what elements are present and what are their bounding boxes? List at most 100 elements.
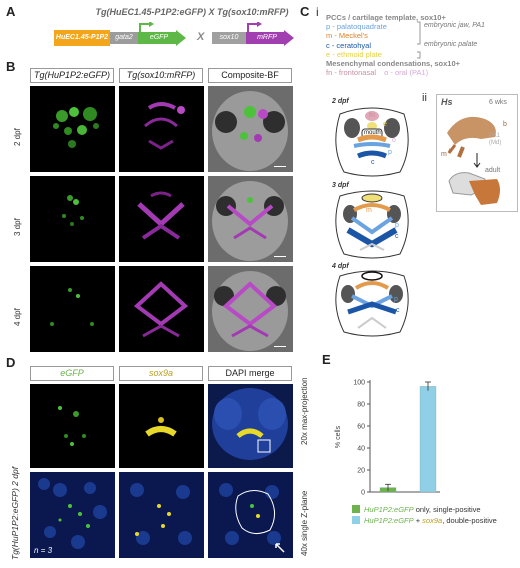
y-tick-label: 40 xyxy=(357,446,365,453)
schem-3dpf-c: c xyxy=(395,233,399,240)
schem-3dpf-p: p xyxy=(395,222,399,229)
gata2-promoter-box: gata2 xyxy=(110,32,138,44)
sox10-promoter-box: sox10 xyxy=(212,32,246,44)
image-d-dapi-40x xyxy=(208,472,293,558)
construct-1: HuEC1.45-P1P2 gata2 eGFP xyxy=(54,22,188,46)
legend-single-suffix: only, single-positive xyxy=(413,505,481,514)
legend-o: o - oral (PA1) xyxy=(384,68,429,78)
label-20x: 20x max-projection xyxy=(300,377,309,445)
legend-entry-single: HuP1P2:eGFP only, single-positive xyxy=(352,504,518,515)
col-head-composite: Composite-BF xyxy=(208,68,292,83)
schem-c: c xyxy=(371,159,375,166)
egfp-label: eGFP xyxy=(149,34,169,41)
schem-o: o xyxy=(392,137,396,144)
panel-c-legend: PCCs / cartilage template, sox10+ p - pa… xyxy=(326,13,516,77)
panel-label-a: A xyxy=(6,4,16,19)
schematic-3dpf xyxy=(335,190,409,259)
col-head-dapi: DAPI merge xyxy=(208,366,292,381)
schem-3dpf-m: m xyxy=(366,207,372,214)
scale-bar xyxy=(274,166,286,167)
hs-m: m xyxy=(441,151,447,158)
stage-3dpf: 3 dpf xyxy=(332,182,349,189)
hs-adult: adult xyxy=(485,167,501,174)
col-head-rfp: Tg(sox10:mRFP) xyxy=(119,68,203,83)
mrfp-arrow-icon xyxy=(246,22,294,46)
bar-chart: 0 20 40 60 80 100 % cells xyxy=(335,380,440,497)
image-composite-2dpf xyxy=(208,86,293,172)
legend-row-fn-o: fn - frontonasal o - oral (PA1) xyxy=(326,68,516,77)
legend-swatch-green xyxy=(352,505,360,513)
stage-4dpf: 4 dpf xyxy=(332,263,349,270)
scale-bar xyxy=(274,346,286,347)
y-tick-label: 20 xyxy=(357,468,365,475)
image-gfp-4dpf xyxy=(30,266,115,352)
row-label-2dpf: 2 dpf xyxy=(13,128,22,146)
legend-heading-1: PCCs / cartilage template, sox10+ xyxy=(326,13,446,22)
legend-p: p - palatoquadrate xyxy=(326,22,387,32)
image-composite-3dpf xyxy=(208,176,293,262)
schem-e: e xyxy=(383,121,387,128)
hs-b: b xyxy=(503,121,507,128)
schem-fn: fn xyxy=(369,112,375,119)
legend-heading-2: Mesenchymal condensations, sox10+ xyxy=(326,59,461,69)
legend-double-prefix: HuP1P2:eGFP xyxy=(364,516,414,525)
legend-double-suffix: , double-positive xyxy=(442,516,497,525)
legend-fn: fn - frontonasal xyxy=(326,68,377,78)
panel-label-c: C xyxy=(300,4,310,19)
y-axis-label: % cells xyxy=(335,425,342,448)
image-d-sox9a-40x xyxy=(119,472,204,558)
legend-m: m - Meckel's xyxy=(326,31,368,41)
y-tick-label: 0 xyxy=(361,490,365,497)
col-head-gfp: Tg(HuP1P2:eGFP) xyxy=(30,68,114,83)
hs-age: 6 wks xyxy=(489,99,507,106)
panel-d-row-label: Tg(HuP1P2:eGFP) 2 dpf xyxy=(10,466,20,560)
legend-c: c - ceratohyal xyxy=(326,40,372,50)
panel-label-e: E xyxy=(322,352,331,367)
hs-md: (Md) xyxy=(489,140,502,146)
egfp-arrow-icon xyxy=(138,22,186,46)
construct-2: sox10 mRFP xyxy=(212,22,298,46)
image-composite-4dpf xyxy=(208,266,293,352)
schem-mouth: mouth xyxy=(364,130,381,136)
image-d-egfp-20x xyxy=(30,384,115,468)
bar-1 xyxy=(419,386,437,493)
panel-label-b: B xyxy=(6,59,16,74)
legend-entry-double: HuP1P2:eGFP + sox9a, double-positive xyxy=(352,515,518,526)
bracket-icon xyxy=(417,21,421,59)
schem-4dpf-c: c xyxy=(396,307,400,314)
enhancer-box: HuEC1.45-P1P2 xyxy=(54,30,110,46)
panel-label-d: D xyxy=(6,355,16,370)
label-40x: 40x single Z-plane xyxy=(300,490,309,556)
legend-swatch-blue xyxy=(352,516,360,524)
image-d-sox9a-20x xyxy=(119,384,204,468)
sub-label-i: i xyxy=(316,5,319,19)
cross-symbol: X xyxy=(197,31,205,43)
chart-legend: HuP1P2:eGFP only, single-positive HuP1P2… xyxy=(352,504,518,526)
col-head-egfp: eGFP xyxy=(30,366,114,381)
legend-e: e - ethmoid plate xyxy=(326,49,382,59)
image-d-egfp-40x: n = 3 xyxy=(30,472,115,558)
bracket-label-jaw: embryonic jaw, PA1 xyxy=(424,22,485,29)
legend-double-mid: + xyxy=(413,516,423,525)
schem-p: p xyxy=(388,149,392,156)
y-tick-label: 80 xyxy=(357,402,365,409)
row-label-3dpf: 3 dpf xyxy=(13,218,22,236)
schematic-2dpf xyxy=(335,107,409,177)
sub-label-ii: ii xyxy=(422,92,427,104)
bracket-label-palate: embryonic palate xyxy=(424,41,478,48)
human-jaw-box: Hs 6 wks b m PA1 (Md) adult xyxy=(436,94,518,212)
hs-label: Hs xyxy=(441,97,453,107)
image-d-dapi-20x xyxy=(208,384,293,468)
schematic-4dpf xyxy=(335,270,409,337)
image-gfp-2dpf xyxy=(30,86,115,172)
panel-a-title: Tg(HuEC1.45-P1P2:eGFP) X Tg(sox10:mRFP) xyxy=(95,7,289,17)
legend-single-prefix: HuP1P2:eGFP xyxy=(364,505,414,514)
y-tick-label: 100 xyxy=(353,380,365,387)
image-rfp-4dpf xyxy=(119,266,204,352)
scale-bar xyxy=(274,256,286,257)
y-tick-label: 60 xyxy=(357,424,365,431)
stage-2dpf: 2 dpf xyxy=(332,98,349,105)
hs-pa1: PA1 xyxy=(489,133,500,139)
row-label-4dpf: 4 dpf xyxy=(13,308,22,326)
image-rfp-3dpf xyxy=(119,176,204,262)
